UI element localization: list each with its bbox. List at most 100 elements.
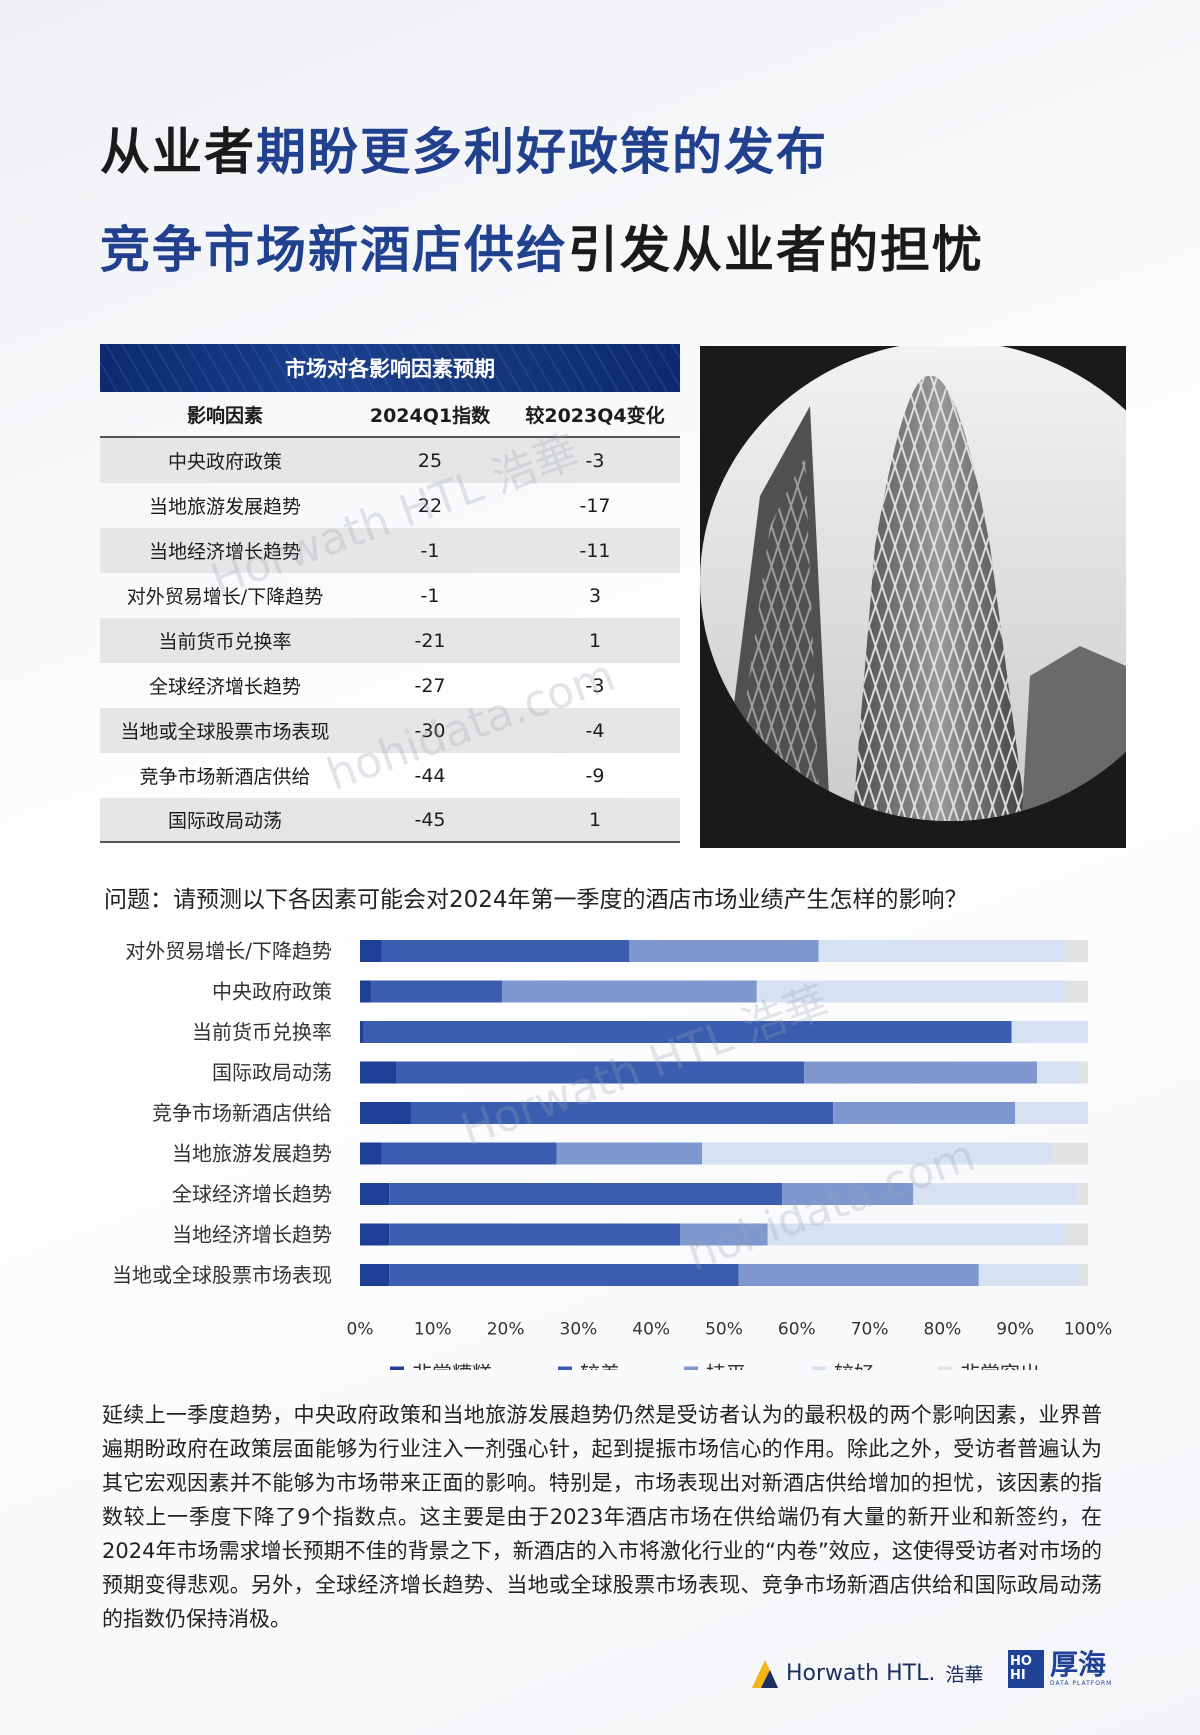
change-cell: 1 [588,629,602,652]
table-body: 中央政府政策 25 -3 当地旅游发展趋势 22 -17 当地经济增长趋势 -1 -11 对外贸易… [100,438,680,843]
factor-cell: 当地经济增长趋势 [148,541,301,563]
table-row: 当地旅游发展趋势 22 -17 [100,483,680,528]
bar-segment-5 [1066,980,1088,1003]
column-header: 影响因素 [186,404,263,427]
bar-segment-4 [756,980,1067,1003]
table-row: 当地经济增长趋势 -1 -11 [100,528,680,573]
x-tick-label: 70% [851,1320,889,1340]
bar-segment-1 [360,940,382,962]
table-row: 中央政府政策 25 -3 [100,438,680,483]
bar-segment-1 [360,1061,397,1084]
legend-swatch [684,1366,698,1370]
change-cell: -3 [585,674,605,697]
category-label: 全球经济增长趋势 [172,1182,332,1206]
bar-segment-3 [501,980,757,1003]
bar-segment-5 [1077,1183,1088,1205]
x-tick-label: 30% [560,1320,598,1340]
skyscraper-image [700,346,1126,848]
x-tick-label: 40% [632,1320,670,1340]
legend-swatch [938,1366,952,1370]
bar-segment-2 [389,1183,783,1205]
bar-segment-1 [360,1223,390,1246]
table-title-text: 市场对各影响因素预期 [285,357,495,381]
chart-question: 问题：请预测以下各因素可能会对2024年第一季度的酒店市场业绩产生怎样的影响？ [104,887,968,913]
category-label: 国际政局动荡 [212,1061,332,1085]
change-cell: -3 [585,449,605,472]
bar-segment-5 [1066,940,1088,962]
index-cell: -21 [414,629,446,652]
hohi-mark-icon: HO HI [1008,1650,1044,1688]
x-tick-label: 100% [1064,1320,1113,1340]
change-cell: -11 [579,539,611,562]
x-tick-label: 20% [487,1320,525,1340]
footer-logos: Horwath HTL. 浩華 HO HI 厚海 DATA PLATFORM [740,1648,1120,1698]
horwath-logo: Horwath HTL. 浩華 [748,1656,983,1690]
category-label: 当地或全球股票市场表现 [112,1263,332,1287]
horwath-cn-name: 浩華 [945,1663,984,1686]
title-part: 从业者 [100,122,256,181]
bar-segment-3 [629,940,819,962]
bar-segment-1 [360,1142,382,1165]
factor-table: 市场对各影响因素预期 影响因素 2024Q1指数 较2023Q4变化 中央政府政… [100,344,680,843]
bar-segment-1 [360,980,371,1003]
bar-segment-2 [370,980,502,1003]
legend-swatch [390,1366,404,1370]
bar-segment-4 [913,1183,1078,1205]
body-paragraph: 延续上一季度趋势，中央政府政策和当地旅游发展趋势仍然是受访者认为的最积极的两个影… [102,1403,1102,1631]
table-title: 市场对各影响因素预期 [100,344,680,392]
title-line-1: 从业者期盼更多利好政策的发布 [100,112,828,184]
x-tick-label: 80% [924,1320,962,1340]
bar-segment-5 [1080,1061,1088,1084]
change-cell: 3 [588,584,602,607]
bar-segment-3 [833,1102,1016,1124]
legend-label: 较差 [580,1362,620,1371]
legend-label: 非常突出 [960,1362,1040,1371]
category-label: 中央政府政策 [212,980,332,1004]
table-row: 当前货币兑换率 -21 1 [100,618,680,663]
bar-segment-2 [389,1264,739,1286]
index-cell: -1 [420,584,440,607]
change-cell: -9 [585,764,605,787]
x-tick-label: 90% [996,1320,1034,1340]
x-tick-label: 10% [414,1320,452,1340]
bar-segment-4 [1015,1102,1088,1124]
bar-segment-4 [767,1223,1067,1246]
bar-segment-2 [410,1102,834,1124]
building-photo [700,346,1126,848]
index-cell: -44 [414,764,446,787]
bar-segment-3 [680,1223,768,1246]
factor-cell: 国际政局动荡 [167,810,282,832]
factor-cell: 中央政府政策 [167,451,282,473]
bar-segment-4 [1037,1061,1081,1084]
column-header: 2024Q1指数 [369,404,491,427]
bar-segment-1 [360,1183,390,1205]
stacked-bar-chart: 对外贸易增长/下降趋势中央政府政策当前货币兑换率国际政局动荡竞争市场新酒店供给当… [112,939,1113,1371]
index-cell: -27 [414,674,446,697]
legend-label: 较好 [834,1362,874,1371]
horwath-triangle-icon [752,1660,778,1688]
category-label: 当地经济增长趋势 [172,1223,332,1247]
bar-segment-2 [396,1061,805,1084]
bar-segment-2 [381,940,630,962]
index-cell: -1 [420,539,440,562]
factor-cell: 当前货币兑换率 [158,631,292,653]
factor-cell: 当地或全球股票市场表现 [120,721,330,743]
index-cell: -30 [414,719,446,742]
bar-segment-3 [556,1142,703,1165]
category-label: 当前货币兑换率 [192,1020,332,1044]
title-part-highlight: 期盼更多利好政策的发布 [256,122,828,181]
horwath-name: Horwath HTL. [786,1660,936,1686]
bar-segment-5 [1051,1142,1088,1165]
change-cell: 1 [588,808,602,831]
table-row: 全球经济增长趋势 -27 -3 [100,663,680,708]
bar-segment-2 [363,1021,1012,1043]
table-column-header: 影响因素 2024Q1指数 较2023Q4变化 [100,392,680,438]
legend-label: 持平 [706,1362,746,1371]
legend-label: 非常糟糕 [412,1362,492,1371]
index-cell: -45 [414,808,446,831]
category-label: 对外贸易增长/下降趋势 [125,939,332,963]
category-label: 竞争市场新酒店供给 [152,1101,332,1125]
bar-segment-3 [804,1061,1038,1084]
x-tick-label: 50% [705,1320,743,1340]
bar-segment-1 [360,1102,411,1124]
